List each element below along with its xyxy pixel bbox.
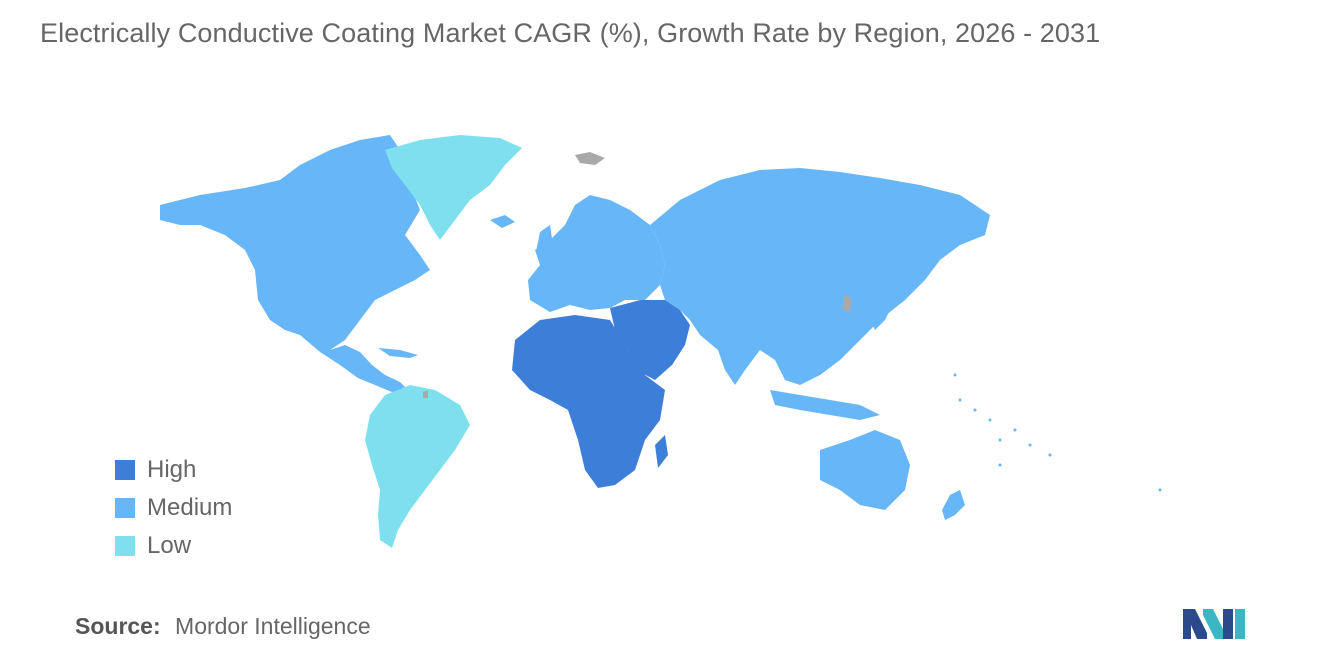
source-value: Mordor Intelligence [175, 613, 371, 639]
mordor-intelligence-logo-icon [1183, 609, 1245, 639]
region-europe [528, 195, 665, 312]
legend-swatch-medium [115, 498, 135, 518]
region-south-america [365, 385, 470, 548]
legend-item-high: High [115, 451, 232, 489]
region-iceland [490, 215, 515, 228]
legend-swatch-low [115, 536, 135, 556]
region-middle-east [610, 300, 690, 380]
region-north-america [160, 135, 430, 350]
region-caribbean [378, 348, 418, 358]
source-line: Source: Mordor Intelligence [75, 613, 371, 640]
source-label: Source: [75, 613, 161, 639]
legend-label-medium: Medium [147, 494, 233, 521]
region-svalbard [575, 152, 605, 165]
region-madagascar [655, 435, 668, 468]
region-japan [870, 280, 895, 330]
legend-item-low: Low [115, 527, 232, 565]
region-korea [843, 295, 852, 312]
region-africa [512, 315, 665, 488]
legend-label-low: Low [147, 532, 192, 559]
legend-item-medium: Medium [115, 489, 232, 527]
pacific-islands [953, 373, 1162, 492]
region-southeast-asia [770, 390, 880, 420]
chart-title: Electrically Conductive Coating Market C… [40, 18, 1101, 48]
region-greenland [385, 135, 522, 240]
legend: High Medium Low [115, 451, 232, 565]
region-australia [820, 430, 910, 510]
region-french-guiana [423, 390, 428, 398]
region-new-zealand [942, 490, 965, 520]
region-asia [650, 168, 990, 385]
region-uk-ireland [536, 225, 553, 258]
legend-swatch-high [115, 460, 135, 480]
region-central-america [300, 335, 408, 392]
legend-label-high: High [147, 456, 197, 483]
